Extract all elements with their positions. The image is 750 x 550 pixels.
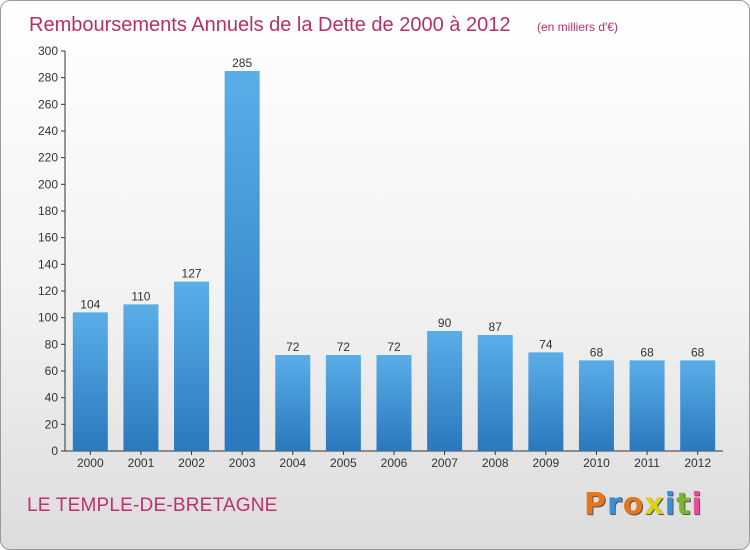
x-tick-label-2006: 2006 [381, 456, 408, 470]
bars: 104 110 127 285 72 72 72 90 87 74 68 68 68 [72, 56, 716, 451]
data-label-2001: 110 [131, 289, 150, 303]
y-tick-label: 240 [38, 124, 58, 138]
commune-name: LE TEMPLE-DE-BRETAGNE [27, 495, 278, 516]
bar-2005 [325, 355, 361, 451]
bar-2008 [477, 335, 513, 451]
y-tick-label: 280 [38, 71, 58, 85]
logo-letter: x [644, 487, 665, 522]
data-label-2012: 68 [691, 345, 705, 359]
y-tick-label: 120 [38, 284, 58, 298]
bar-2010 [578, 360, 614, 451]
data-label-2008: 87 [489, 320, 503, 334]
data-label-2010: 68 [590, 345, 604, 359]
y-tick-label: 160 [38, 231, 58, 245]
data-label-2011: 68 [640, 345, 654, 359]
logo-letter: P [584, 487, 607, 522]
bar-2000 [72, 312, 108, 451]
data-label-2009: 74 [539, 337, 553, 351]
bar-2009 [528, 352, 564, 451]
y-tick-label: 300 [38, 44, 58, 58]
x-tick-label-2007: 2007 [431, 456, 458, 470]
data-label-2003: 285 [232, 56, 252, 70]
x-tick-label-2011: 2011 [634, 456, 660, 470]
y-tick-label: 100 [38, 311, 58, 325]
data-label-2006: 72 [387, 340, 401, 354]
x-tick-label-2003: 2003 [229, 456, 256, 470]
chart-title: Remboursements Annuels de la Dette de 20… [29, 14, 510, 36]
bar-2011 [629, 360, 665, 451]
y-tick-label: 180 [38, 204, 58, 218]
y-tick-label: 220 [38, 151, 58, 165]
bar-2004 [275, 355, 311, 451]
x-tick-label-2001: 2001 [128, 456, 155, 470]
x-tick-label-2000: 2000 [77, 456, 104, 470]
chart-unit: (en milliers d'€) [537, 20, 618, 34]
x-tick-label-2008: 2008 [482, 456, 509, 470]
bar-2002 [174, 281, 210, 451]
x-tick-label-2002: 2002 [178, 456, 205, 470]
bar-2007 [427, 331, 463, 451]
y-tick-label: 40 [45, 391, 59, 405]
logo-letter: i [664, 487, 677, 522]
data-label-2004: 72 [286, 340, 300, 354]
bar-2006 [376, 355, 412, 451]
logo-letter: r [607, 487, 623, 522]
logo-letter: t [676, 487, 692, 522]
bar-2012 [680, 360, 716, 451]
y-tick-label: 260 [38, 97, 58, 111]
logo-letter: o [622, 487, 645, 522]
y-tick-label: 20 [45, 417, 59, 431]
y-tick-label: 60 [45, 364, 59, 378]
data-label-2000: 104 [80, 297, 100, 311]
bar-2003 [224, 71, 260, 451]
proxiti-logo: Proxiti [584, 487, 703, 522]
x-tick-label-2012: 2012 [684, 456, 711, 470]
data-label-2007: 90 [438, 316, 452, 330]
logo-letter: i [691, 487, 703, 522]
y-tick-label: 140 [38, 257, 58, 271]
y-tick-label: 200 [38, 177, 58, 191]
y-tick-label: 0 [51, 444, 58, 458]
axes: 0 20 40 60 80 100 120 140 160 180 200 220 240 260 280 3… [38, 44, 723, 470]
x-tick-label-2004: 2004 [279, 456, 306, 470]
x-tick-label-2010: 2010 [583, 456, 610, 470]
x-tick-label-2005: 2005 [330, 456, 357, 470]
data-label-2002: 127 [182, 267, 202, 281]
x-tick-label-2009: 2009 [532, 456, 559, 470]
bar-2001 [123, 304, 159, 451]
y-tick-label: 80 [45, 337, 59, 351]
data-label-2005: 72 [337, 340, 351, 354]
